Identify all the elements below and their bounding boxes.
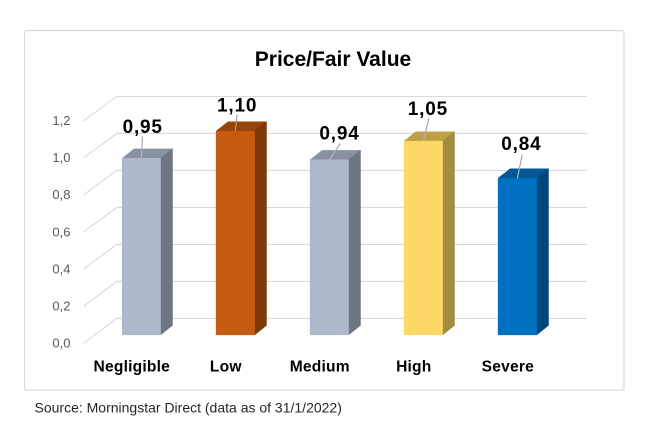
svg-text:1,2: 1,2 (52, 113, 70, 128)
svg-text:0,2: 0,2 (52, 299, 70, 314)
svg-text:High: High (396, 358, 431, 375)
svg-text:1,0: 1,0 (52, 150, 70, 165)
svg-text:Source: Morningstar Direct (da: Source: Morningstar Direct (data as of 3… (35, 399, 342, 415)
svg-text:1,05: 1,05 (408, 99, 448, 120)
svg-text:Negligible: Negligible (94, 358, 171, 375)
svg-text:Price/Fair Value: Price/Fair Value (255, 48, 411, 71)
svg-text:0,8: 0,8 (52, 187, 70, 202)
svg-text:Low: Low (210, 358, 242, 375)
svg-text:Medium: Medium (290, 358, 350, 375)
svg-text:0,6: 0,6 (52, 224, 70, 239)
svg-text:0,4: 0,4 (52, 261, 70, 276)
svg-text:0,0: 0,0 (52, 336, 70, 351)
svg-text:0,95: 0,95 (123, 117, 163, 138)
svg-text:Severe: Severe (482, 358, 534, 375)
svg-text:0,84: 0,84 (501, 134, 541, 155)
svg-text:1,10: 1,10 (217, 96, 257, 117)
svg-text:0,94: 0,94 (319, 123, 359, 144)
